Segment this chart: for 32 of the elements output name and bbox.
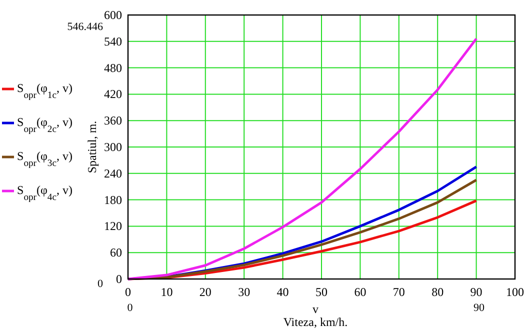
legend-label: S$_{opr}$(φ$_{2c}$, v) (17, 115, 72, 134)
x-tick-label: 10 (160, 285, 173, 299)
x-tick-label: 70 (392, 285, 405, 299)
legend-label: S$_{opr}$(φ$_{3c}$, v) (17, 149, 72, 168)
y-tick-label: 540 (104, 34, 122, 48)
text: 546.446 (67, 21, 104, 33)
x-tick-label: 30 (238, 285, 250, 299)
y-tick-label: 300 (104, 140, 122, 154)
x-tick-label: 80 (432, 285, 444, 299)
y-tick-label: 120 (104, 219, 122, 234)
text: 0 (127, 302, 134, 314)
x-tick-label: 20 (199, 285, 212, 299)
y-tick-label: 240 (104, 166, 122, 180)
legend-label: S$_{opr}$(φ$_{4c}$, v) (17, 183, 72, 202)
y-tick-label: 420 (104, 87, 122, 102)
y-tick-label: 360 (104, 114, 122, 128)
x-tick-label: 100 (506, 285, 524, 299)
y-tick-label: 60 (110, 246, 122, 260)
y-tick-label: 600 (104, 8, 122, 22)
y-axis-title: Spatiul, m. (85, 120, 99, 174)
y-tick-label: 0 (116, 272, 122, 286)
x-axis-title: v Viteza, km/h. (283, 302, 348, 329)
text: 90 (474, 302, 485, 314)
y-tick-label: 480 (104, 60, 122, 75)
x-tick-label: 90 (470, 285, 482, 299)
line-series (126, 38, 478, 280)
x-tick-label: 40 (276, 285, 289, 299)
legend-label: S$_{opr}$(φ$_{1c}$, v) (17, 81, 72, 100)
x-tick-label: 60 (354, 285, 366, 299)
x-tick-label: 50 (316, 285, 328, 299)
y-tick-label: 180 (104, 192, 122, 207)
x-tick-label: 0 (125, 285, 131, 299)
